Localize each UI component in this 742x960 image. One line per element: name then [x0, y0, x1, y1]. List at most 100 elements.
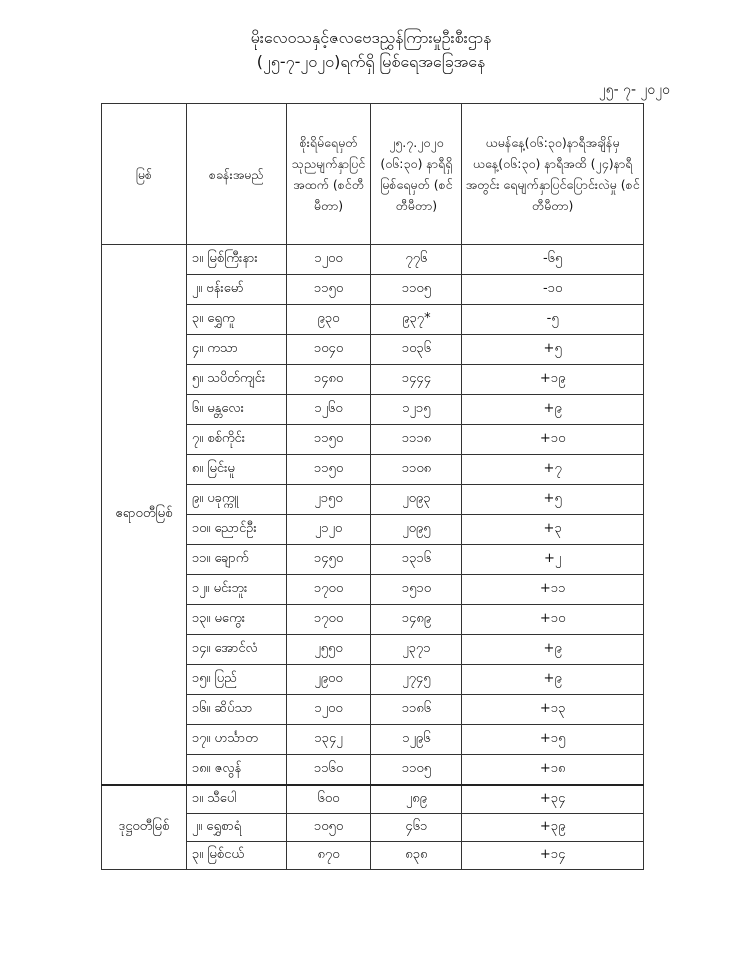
header-station: စခန်းအမည် [185, 103, 287, 245]
current-level: ၁၄၄၄ [370, 364, 463, 395]
level-change: +၁၀ [461, 604, 644, 635]
level-change: -၅ [461, 304, 644, 335]
current-level: ၂၇၄၅ [370, 664, 463, 695]
table-row: ၁၅။ ပြည် ၂၉၀၀ ၂၇၄၅ +၉ [102, 664, 644, 695]
danger-level: ၁၀၄၀ [285, 334, 372, 365]
station-name: ၁၄။ အောင်လံ [185, 634, 287, 665]
danger-level: ၁၂၀၀ [285, 694, 372, 725]
level-change: +၁၅ [461, 724, 644, 755]
station-name: ၁၅။ ပြည် [185, 664, 287, 695]
level-change: +၁၀ [461, 424, 644, 455]
current-level: ၁၁၈၆ [370, 694, 463, 725]
current-level: ၁၀၃၆ [370, 334, 463, 365]
station-name: ၁၀။ ညောင်ဦး [185, 514, 287, 545]
danger-level: ၁၁၅၀ [285, 454, 372, 485]
table-row: ၂။ ဗန်းမော် ၁၁၅၀ ၁၁၀၅ -၁၀ [102, 274, 644, 305]
current-level: ၂၀၉၅ [370, 514, 463, 545]
table-row: ၅။ သပိတ်ကျင်း ၁၄၈၀ ၁၄၄၄ +၁၉ [102, 364, 644, 395]
table-row: ၄။ ကသာ ၁၀၄၀ ၁၀၃၆ +၅ [102, 334, 644, 365]
station-name: ၁၂။ မင်းဘူး [185, 574, 287, 605]
current-level: ၁၃၁၆ [370, 544, 463, 575]
level-change: +၃ [461, 514, 644, 545]
danger-level: ၁၁၅၀ [285, 274, 372, 305]
level-change: +၁၄ [461, 841, 644, 870]
danger-level: ၁၇၀၀ [285, 574, 372, 605]
danger-level: ၁၄၅၀ [285, 544, 372, 575]
danger-level: ၂၅၅၀ [285, 634, 372, 665]
river-name: ဧရာဝတီမြစ် [101, 244, 187, 786]
level-change: +၉ [461, 394, 644, 425]
header-river: မြစ် [101, 103, 187, 245]
current-level: ၂၀၉၃ [370, 484, 463, 515]
current-level: ၂၃၇၁ [370, 634, 463, 665]
danger-level: ၁၃၄၂ [285, 724, 372, 755]
station-name: ၁၁။ ချောက် [185, 544, 287, 575]
station-name: ၁၆။ ဆိပ်သာ [185, 694, 287, 725]
danger-level: ၁၀၅၀ [285, 813, 372, 842]
station-name: ၄။ ကသာ [185, 334, 287, 365]
current-level: ၁၁၀၅ [370, 274, 463, 305]
table-row: ဧရာဝတီမြစ် ၁။ မြစ်ကြီးနား ၁၂၀၀ ၇၇၆ -၆၅ [101, 244, 644, 786]
current-level: ၄၆၁ [370, 813, 463, 842]
level-change: +၅ [461, 484, 644, 515]
table-row: ၁၇။ ဟင်္သာတ ၁၃၄၂ ၁၂၉၆ +၁၅ [102, 724, 644, 755]
header-change: ယမန်နေ့(၀၆:၃၀)နာရီအချိန်မှ ယနေ့(၀၆:၃၀) န… [461, 103, 644, 245]
level-change: +၅ [461, 334, 644, 365]
danger-level: ၉၃၀ [285, 304, 372, 335]
table-row: ၃။ ရွှေကူ ၉၃၀ ၉၃၇* -၅ [102, 304, 644, 335]
level-change: -၆၅ [461, 244, 644, 275]
station-name: ၁။ မြစ်ကြီးနား [185, 244, 287, 275]
current-level: ၁၅၁၀ [370, 574, 463, 605]
document-title: မိုးလေဝသနှင့်ဇလဗေဒညွှန်ကြားမှုဦးစီးဌာန [250, 28, 492, 47]
station-name: ၉။ ပခုက္ကူ [185, 484, 287, 515]
header-row: မြစ် စခန်းအမည် စိုးရိမ်ရေမှတ် သုညမျက်နှာ… [101, 103, 644, 245]
current-level: ၈၃၈ [370, 841, 463, 870]
current-level: ၁၁၀၅ [370, 754, 463, 786]
table-row: ၂။ ရွှေစာရံ ၁၀၅၀ ၄၆၁ +၃၉ [102, 813, 644, 842]
danger-level: ၁၇၀၀ [285, 604, 372, 635]
danger-level: ၁၁၆၀ [285, 754, 372, 786]
level-change: +၁၉ [461, 364, 644, 395]
table-row: ၃။ မြစ်ငယ် ၈၇၀ ၈၃၈ +၁၄ [102, 841, 644, 870]
report-date: ၂၅- ၇- ၂၀၂၀ [598, 82, 670, 98]
danger-level: ၁၂၆၀ [285, 394, 372, 425]
document-subtitle: (၂၅-၇-၂၀၂၀)ရက်ရှိ မြစ်ရေအခြေအနေ [256, 52, 486, 71]
table-row: ၁၃။ မကွေး ၁၇၀၀ ၁၄၈၉ +၁၀ [102, 604, 644, 635]
table-row: ၁၂။ မင်းဘူး ၁၇၀၀ ၁၅၁၀ +၁၁ [102, 574, 644, 605]
table-row: ၆။ မန္တလေး ၁၂၆၀ ၁၂၁၅ +၉ [102, 394, 644, 425]
station-name: ၁၈။ ဇလွန် [185, 754, 287, 786]
table-row: ၈။ မြင်းမူ ၁၁၅၀ ၁၁၀၈ +၇ [102, 454, 644, 485]
level-change: +၃၉ [461, 813, 644, 842]
current-level: ၁၂၁၅ [370, 394, 463, 425]
danger-level: ၁၁၅၀ [285, 424, 372, 455]
station-name: ၁။ သီပေါ [185, 784, 287, 814]
table-row: ၉။ ပခုက္ကူ ၂၁၅၀ ၂၀၉၃ +၅ [102, 484, 644, 515]
station-name: ၂။ ဗန်းမော် [185, 274, 287, 305]
danger-level: ၂၁၅၀ [285, 484, 372, 515]
station-name: ၆။ မန္တလေး [185, 394, 287, 425]
current-level: ၉၃၇* [370, 304, 463, 335]
table-row: ဒုဋ္ဌဝတီမြစ် ၁။ သီပေါ ၆၀၀ ၂၈၉ +၃၄ [101, 784, 644, 870]
station-name: ၈။ မြင်းမူ [185, 454, 287, 485]
level-change: +၂ [461, 544, 644, 575]
danger-level: ၂၉၀၀ [285, 664, 372, 695]
danger-level: ၈၇၀ [285, 841, 372, 870]
level-change: +၃၄ [461, 784, 644, 814]
header-current-level: ၂၅.၇.၂၀၂၀ (၀၆:၃၀) နာရီရှိ မြစ်ရေမှတ် (စင… [370, 103, 463, 245]
current-level: ၁၁၁၈ [370, 424, 463, 455]
danger-level: ၁၄၈၀ [285, 364, 372, 395]
current-level: ၁၄၈၉ [370, 604, 463, 635]
table-row: ၇။ စစ်ကိုင်း ၁၁၅၀ ၁၁၁၈ +၁၀ [102, 424, 644, 455]
level-change: +၇ [461, 454, 644, 485]
current-level: ၂၈၉ [370, 784, 463, 814]
station-name: ၇။ စစ်ကိုင်း [185, 424, 287, 455]
level-change: +၁၈ [461, 754, 644, 786]
station-name: ၃။ ရွှေကူ [185, 304, 287, 335]
level-change: +၁၃ [461, 694, 644, 725]
level-change: +၉ [461, 664, 644, 695]
current-level: ၇၇၆ [370, 244, 463, 275]
river-level-table: မြစ် စခန်းအမည် စိုးရိမ်ရေမှတ် သုညမျက်နှာ… [101, 103, 644, 870]
danger-level: ၁၂၀၀ [285, 244, 372, 275]
table-row: ၁၄။ အောင်လံ ၂၅၅၀ ၂၃၇၁ +၉ [102, 634, 644, 665]
station-name: ၂။ ရွှေစာရံ [185, 813, 287, 842]
